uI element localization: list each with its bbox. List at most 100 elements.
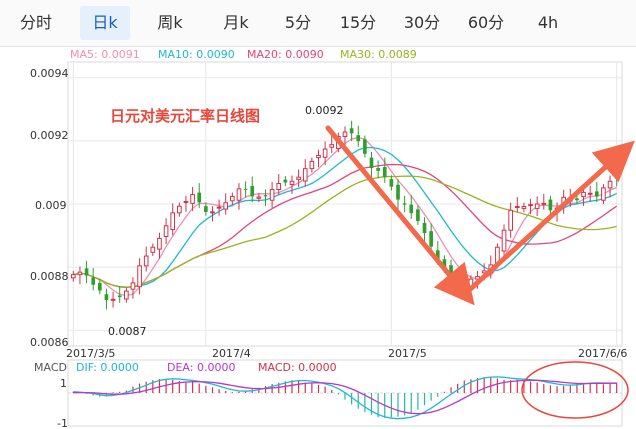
tab-timeshare[interactable]: 分时 [19,13,52,32]
candle-body [316,154,321,159]
tab-60min[interactable]: 60分 [467,13,505,32]
candle-body [462,277,467,284]
candle-body [190,194,195,204]
candle-body [501,229,507,252]
candle-body [396,184,400,200]
candle-body [302,168,308,182]
candle-body [110,298,116,301]
candle-body [243,188,248,190]
high-price-label: 0.0092 [305,104,344,117]
tab-monthly-k[interactable]: 月k [223,13,249,32]
ma30-line [73,175,617,288]
candle-body [614,177,619,179]
candle-body [521,206,527,209]
tab-daily-k[interactable]: 日k [80,6,130,40]
candle-body [534,203,540,209]
y-tick-label: 0.0086 [30,336,69,349]
candle-body [581,191,586,197]
candle-body [409,204,414,214]
candle-body [216,206,222,209]
tab-30min[interactable]: 30分 [403,13,441,32]
candle-body [416,209,420,222]
x-tick-label: 2017/3/5 [66,347,115,360]
candle-body [435,250,440,260]
candle-body [528,204,533,207]
candle-body [322,148,328,158]
candle-body [296,176,301,180]
tab-weekly-k[interactable]: 周k [157,13,183,32]
candle-body [269,188,275,201]
y-tick-label: 0.0088 [30,270,69,283]
uptrend-arrow [463,140,635,296]
candle-body [204,206,208,212]
ma10-line [73,146,617,288]
candle-body [137,265,142,288]
ma30-legend-label: MA30: 0.0089 [340,48,417,61]
tab-4h[interactable]: 4h [537,13,559,32]
y-tick-label: 0.009 [35,199,67,212]
candle-body [594,191,599,197]
tab-5min[interactable]: 5分 [284,13,312,32]
candle-body [575,198,579,201]
ma10-legend-label: MA10: 0.0090 [158,48,235,61]
tab-15min[interactable]: 15分 [339,13,377,32]
ma5-legend-label: MA5: 0.0091 [70,48,140,61]
candle-body [276,182,282,190]
y-tick-label: 0.0094 [30,67,69,80]
x-tick-label: 2017/4 [212,347,251,360]
chart-annotation-title: 日元对美元汇率日线图 [110,107,260,125]
candle-body [541,202,547,205]
candle-body [429,231,433,247]
candle-body [124,290,129,300]
y-tick-label: 0.0092 [30,129,69,142]
macd-y-tick-label: -1 [57,417,68,429]
candle-body [97,282,102,291]
dif-legend-label: DIF: 0.0000 [76,361,139,374]
candle-body [91,277,96,285]
downtrend-arrow [325,125,475,306]
macd-highlight-ellipse [521,361,629,419]
candle-body [283,179,288,183]
ma5-line [73,136,617,297]
candle-body [163,225,169,238]
period-tab-bar: 分时 日k 周k 月k 5分 15分 30分 60分 4h [0,0,636,47]
candle-body [369,157,374,169]
low-price-label: 0.0087 [108,325,147,338]
moving-average-lines [73,136,618,297]
candle-body [309,160,315,170]
x-tick-label: 2017/5 [388,347,427,360]
dea-line [73,379,617,415]
candle-body [548,199,553,211]
kline-chart: MA5: 0.0091 MA10: 0.0090 MA20: 0.0090 MA… [30,48,635,429]
candle-body [508,209,513,231]
candle-body [389,179,394,187]
candle-body [382,167,387,178]
candle-body [150,246,156,253]
candle-body [210,211,215,214]
macd-legend: MACD DIF: 0.0000 DEA: 0.0000 MACD: 0.000… [34,361,337,374]
candle-body [422,222,427,234]
candle-body [197,192,202,203]
macd-panel [68,376,622,420]
candle-body [143,255,149,267]
candle-body [356,135,361,142]
candle-body [177,205,182,214]
candle-body [230,195,235,202]
candle-body [402,203,407,205]
macd-value-legend-label: MACD: 0.0000 [258,361,337,374]
candle-body [376,168,380,171]
candle-body [329,144,335,148]
candle-body [289,180,295,185]
macd-legend-title: MACD [34,361,67,374]
candle-body [236,188,242,201]
candle-body [256,196,262,199]
candle-body [587,192,593,195]
candle-body [455,275,460,280]
candle-body [170,212,176,231]
candle-body [223,202,229,210]
candle-body [77,271,83,276]
candle-body [514,206,520,209]
macd-y-tick-label: 1 [60,377,67,390]
ma-legend: MA5: 0.0091 MA10: 0.0090 MA20: 0.0090 MA… [70,48,417,61]
candle-body [342,131,348,137]
